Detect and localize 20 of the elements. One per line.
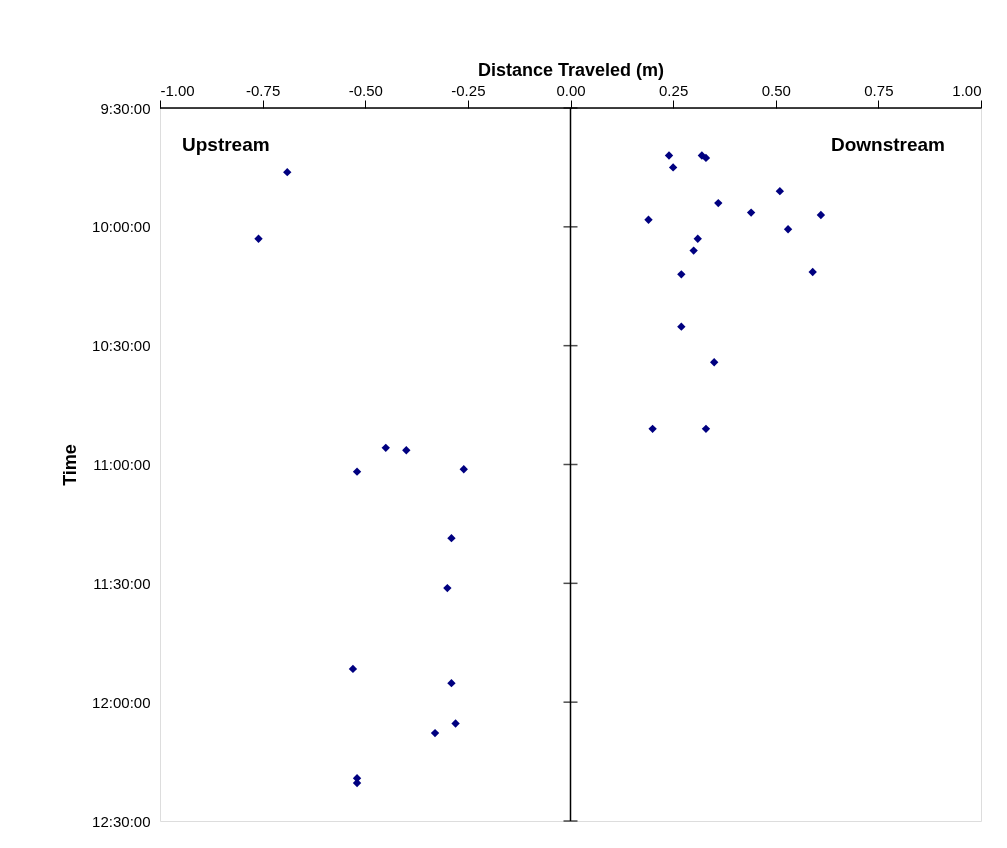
y-tick-label: 9:30:00 (100, 99, 151, 117)
y-tick-label: 11:00:00 (93, 456, 151, 473)
x-tick-label: -0.75 (246, 81, 281, 99)
y-tick-label: 11:30:00 (93, 574, 151, 592)
y-tick-label: 12:30:00 (92, 812, 151, 830)
annotation: Upstream (182, 134, 270, 155)
x-tick-label: 0.00 (556, 81, 586, 99)
x-axis-title: Distance Traveled (m) (477, 59, 665, 80)
x-tick-label: -1.00 (160, 81, 195, 99)
x-tick-label: 0.25 (659, 81, 689, 99)
y-tick-label: 12:00:00 (92, 693, 151, 711)
y-tick-label: 10:00:00 (92, 218, 151, 236)
x-tick-label: -0.50 (348, 81, 383, 99)
x-tick-label: 0.50 (761, 81, 791, 99)
x-tick-label: 0.75 (864, 81, 894, 99)
x-tick-label: 1.00 (952, 81, 982, 99)
y-tick-label: 10:30:00 (92, 337, 151, 355)
annotation: Downstream (830, 134, 945, 155)
y-axis-title: Time (60, 444, 81, 486)
x-tick-label: -0.25 (451, 81, 486, 99)
